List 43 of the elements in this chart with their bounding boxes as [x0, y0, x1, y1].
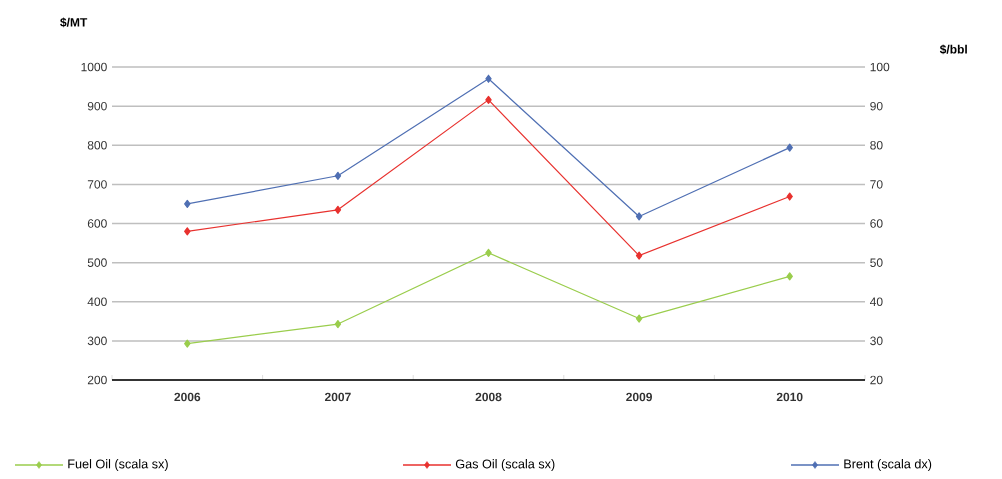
- y2-tick-label: 80: [870, 141, 883, 150]
- y2-tick-label: 60: [870, 219, 883, 228]
- point: [635, 251, 643, 260]
- point: [786, 192, 793, 201]
- point: [635, 212, 643, 221]
- point: [334, 205, 342, 214]
- y2-tick-label: 100: [870, 62, 890, 72]
- y2-tick-label: 40: [869, 297, 883, 307]
- y-tick-label: 700: [87, 180, 107, 189]
- point: [485, 95, 492, 104]
- y2-tick-label: 70: [870, 180, 883, 189]
- point: [334, 319, 342, 329]
- y-tick-label: 800: [87, 141, 107, 150]
- y-tick-label: 900: [87, 101, 107, 111]
- y2-tick-label: 90: [870, 101, 883, 111]
- y-tick-label: 500: [87, 258, 107, 267]
- x-tick-label: 2008: [475, 392, 502, 402]
- y-axis-title: $/MT: [60, 17, 88, 28]
- point: [184, 339, 191, 348]
- point: [485, 74, 492, 83]
- legend-label: Brent (scala dx): [844, 459, 932, 471]
- x-tick-label: 2010: [776, 392, 803, 402]
- x-tick-label: 2007: [324, 392, 351, 402]
- point: [786, 143, 793, 152]
- legend-label: Gas Oil (scala sx): [455, 459, 555, 471]
- point: [786, 272, 793, 281]
- point: [334, 171, 342, 180]
- y-tick-label: 1000: [81, 62, 107, 72]
- y2-tick-label: 30: [870, 336, 883, 346]
- y-tick-label: 400: [87, 297, 107, 307]
- y-tick-label: 600: [87, 219, 107, 228]
- point: [184, 199, 191, 209]
- point: [485, 248, 492, 257]
- y2-tick-label: 20: [870, 375, 883, 385]
- y2-axis-title: $/bbl: [939, 44, 967, 55]
- x-tick-label: 2006: [174, 392, 201, 402]
- point: [635, 314, 643, 323]
- y2-tick-label: 50: [870, 258, 883, 267]
- legend-label: Fuel Oil (scala sx): [68, 459, 168, 471]
- y-tick-label: 200: [87, 375, 107, 385]
- point: [184, 227, 191, 236]
- y-tick-label: 300: [87, 336, 107, 346]
- x-tick-label: 2009: [626, 392, 652, 402]
